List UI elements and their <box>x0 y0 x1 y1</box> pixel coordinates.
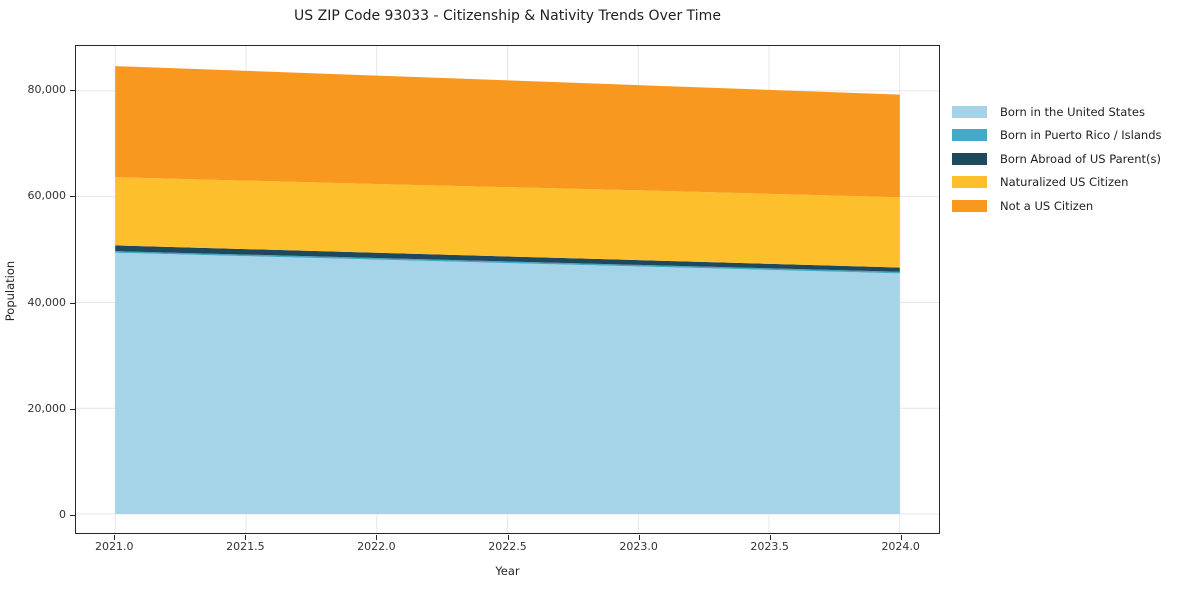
legend-item: Born in the United States <box>952 104 1162 119</box>
y-tick-mark <box>70 302 75 304</box>
x-tick-label: 2022.0 <box>357 540 396 553</box>
legend-item: Naturalized US Citizen <box>952 175 1162 189</box>
x-tick-mark <box>769 535 771 540</box>
area-series-4 <box>115 66 900 198</box>
legend: Born in the United States Born in Puerto… <box>952 105 1162 223</box>
legend-swatch-icon <box>952 199 987 212</box>
legend-label: Born in the United States <box>1000 104 1145 119</box>
plot-area <box>75 45 940 534</box>
y-tick-label: 0 <box>59 507 66 521</box>
legend-swatch-icon <box>952 176 987 188</box>
area-series-3 <box>115 177 900 268</box>
y-tick-label: 40,000 <box>27 295 67 309</box>
x-tick-label: 2021.0 <box>95 540 134 553</box>
x-tick-mark <box>245 535 247 540</box>
x-tick-label: 2021.5 <box>226 540 265 553</box>
legend-swatch-icon <box>952 152 987 165</box>
y-tick-mark <box>70 514 75 516</box>
legend-swatch-icon <box>952 129 987 141</box>
legend-label: Not a US Citizen <box>1000 198 1094 213</box>
x-tick-mark <box>507 535 509 540</box>
legend-label: Born Abroad of US Parent(s) <box>1000 151 1161 166</box>
x-axis-label: Year <box>495 564 520 578</box>
y-axis-label: Population <box>3 260 17 322</box>
x-tick-mark <box>376 535 378 540</box>
x-tick-label: 2023.5 <box>750 540 789 553</box>
y-tick-mark <box>70 408 75 410</box>
x-tick-mark <box>900 535 902 540</box>
legend-swatch-icon <box>952 105 987 118</box>
y-tick-label: 60,000 <box>27 189 67 203</box>
x-tick-mark <box>114 535 116 540</box>
legend-item: Not a US Citizen <box>952 198 1162 213</box>
legend-item: Born Abroad of US Parent(s) <box>952 151 1162 166</box>
legend-label: Born in Puerto Rico / Islands <box>1000 128 1162 142</box>
legend-label: Naturalized US Citizen <box>1000 175 1129 189</box>
x-tick-label: 2022.5 <box>488 540 527 553</box>
y-tick-mark <box>70 196 75 198</box>
area-series-0 <box>115 252 900 514</box>
legend-item: Born in Puerto Rico / Islands <box>952 128 1162 142</box>
stacked-area-plot <box>76 46 939 533</box>
y-tick-mark <box>70 90 75 92</box>
y-tick-label: 80,000 <box>27 83 67 97</box>
chart-title: US ZIP Code 93033 - Citizenship & Nativi… <box>294 8 721 24</box>
area-series-1 <box>115 251 900 274</box>
y-tick-label: 20,000 <box>27 401 67 415</box>
x-tick-label: 2023.0 <box>619 540 658 553</box>
area-series-2 <box>115 245 900 272</box>
x-tick-label: 2024.0 <box>881 540 920 553</box>
x-tick-mark <box>638 535 640 540</box>
